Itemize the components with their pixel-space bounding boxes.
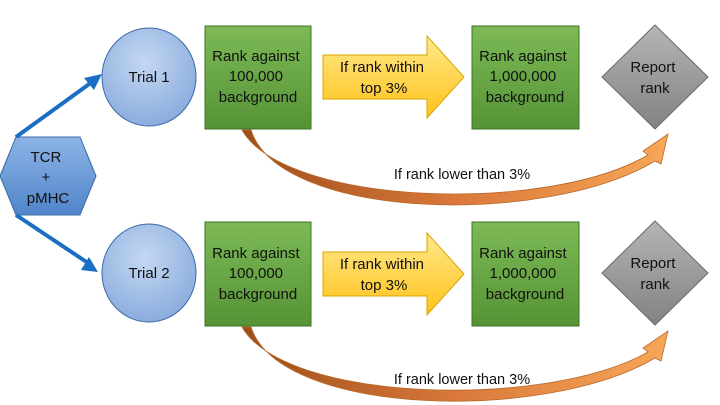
row-1-report-node: Report rank [601,24,709,130]
row-2-bypass-label: If rank lower than 3% [394,372,530,388]
row-1-rank-large-line-3: background [486,89,564,106]
row-1-rank-small-line-3: background [219,89,297,106]
row-1-rank-small-line-2: 100,000 [229,68,283,85]
svg-text:TCR + pMHC: TCR + pMHC [27,149,70,207]
svg-text:Rank against 100,000: Rank against 100,000 background [212,48,304,106]
row-2-rank-large-line-2: 1,000,000 [490,265,557,282]
row-1-rank-large-line-2: 1,000,000 [490,68,557,85]
connector-to-trial-2 [14,213,90,265]
row-2-rank-small-line-2: 100,000 [229,265,283,282]
connector-to-trial-1 [14,80,94,139]
row-1-trial-node: Trial 1 [101,27,197,127]
row-2: If rank lower than 3% Trial 2 Rank again… [101,220,709,402]
row-2-trial-label: Trial 2 [128,265,169,282]
row-2-condition-line-2: top 3% [361,277,408,294]
row-1-condition-arrow: If rank within top 3% [322,34,465,120]
row-1-bypass-arrow: If rank lower than 3% [241,129,669,206]
svg-text:If rank within top 3%: If rank within top 3% [340,256,428,294]
row-2-condition-arrow: If rank within top 3% [322,231,465,317]
row-1-condition-line-2: top 3% [361,80,408,97]
row-2-report-diamond [601,220,709,326]
row-2-bypass-arrow: If rank lower than 3% [241,326,669,402]
row-1-rank-small-line-1: Rank against [212,48,300,65]
connector-to-trial-1-head [84,74,102,90]
row-1-report-line-2: rank [640,80,670,97]
row-2-rank-small-line-1: Rank against [212,245,300,262]
svg-text:Rank against 100,000: Rank against 100,000 background [212,245,304,303]
row-2-rank-small-line-3: background [219,286,297,303]
svg-text:If rank within top 3%: If rank within top 3% [340,59,428,97]
row-2-rank-large-line-3: background [486,286,564,303]
row-2-report-node: Report rank [601,220,709,326]
row-2-trial-node: Trial 2 [101,223,197,323]
row-1-condition-line-1: If rank within [340,59,424,76]
row-1-bypass-label: If rank lower than 3% [394,167,530,183]
row-1-report-diamond [601,24,709,130]
start-label-line-2: + [42,169,51,186]
row-2-rank-small-node: Rank against 100,000 background [204,221,312,327]
row-2-bypass-arrow-shape [241,326,669,402]
start-label-line-1: TCR [31,149,62,166]
start-node: TCR + pMHC [0,136,97,216]
row-2-report-line-1: Report [630,255,676,272]
row-1-trial-circle [101,27,197,127]
row-1-rank-small-node: Rank against 100,000 background [204,25,312,130]
row-2-rank-large-node: Rank against 1,000,000 background [471,221,580,327]
row-1-trial-label: Trial 1 [128,69,169,86]
row-2-rank-large-line-1: Rank against [479,245,567,262]
svg-text:Rank against 1,000,000: Rank against 1,000,000 background [479,245,571,303]
svg-text:Report rank: Report rank [630,255,679,293]
row-2-condition-arrow-shape [322,231,465,317]
row-2-rank-small-box [204,221,312,327]
svg-text:Report rank: Report rank [630,59,679,97]
svg-text:Rank against 1,000,000: Rank against 1,000,000 background [479,48,571,106]
row-1-rank-large-node: Rank against 1,000,000 background [471,25,580,130]
row-1-rank-small-box [204,25,312,130]
start-connectors [14,74,102,272]
row-1-report-line-1: Report [630,59,676,76]
row-1: If rank lower than 3% Trial 1 Rank again… [101,24,709,206]
row-1-condition-arrow-shape [322,34,465,120]
row-2-rank-large-box [471,221,580,327]
start-label-line-3: pMHC [27,190,70,207]
connector-to-trial-2-head [81,257,98,272]
row-2-condition-line-1: If rank within [340,256,424,273]
row-2-trial-circle [101,223,197,323]
row-1-rank-large-line-1: Rank against [479,48,567,65]
row-1-bypass-arrow-shape [241,129,669,206]
row-1-rank-large-box [471,25,580,130]
row-2-report-line-2: rank [640,276,670,293]
